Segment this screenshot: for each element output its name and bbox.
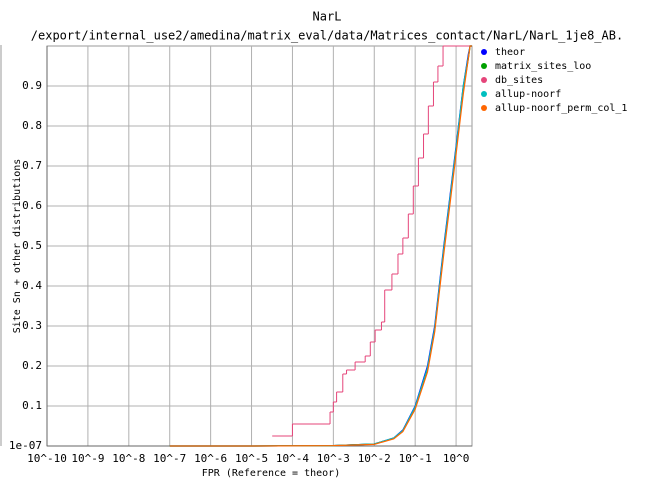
- y-tick-label: 0.1: [22, 399, 42, 412]
- x-tick-label: 10^-8: [112, 452, 145, 465]
- x-axis-label: FPR (Reference = theor): [202, 468, 340, 479]
- y-tick-label: 0.4: [22, 279, 42, 292]
- series-line: [169, 45, 472, 447]
- y-axis-label: Site Sn + other distributions: [12, 159, 23, 334]
- legend-marker: [481, 105, 487, 111]
- y-tick-label: 0.2: [22, 359, 42, 372]
- x-tick-label: 10^-9: [71, 452, 104, 465]
- x-tick-label: 10^-7: [153, 452, 186, 465]
- legend-label: theor: [495, 47, 525, 58]
- chart-subtitle: /export/internal_use2/amedina/matrix_eva…: [31, 29, 623, 43]
- y-tick-label: 0.3: [22, 319, 42, 332]
- legend-label: db_sites: [495, 75, 543, 86]
- legend-marker: [481, 77, 487, 83]
- x-tick-label: 10^-10: [27, 452, 67, 465]
- y-tick-label: 0.6: [22, 199, 42, 212]
- y-tick-label: 0.5: [22, 239, 42, 252]
- y-tick-label: 0.8: [22, 119, 42, 132]
- x-tick-label: 10^-6: [194, 452, 227, 465]
- legend-label: matrix_sites_loo: [495, 61, 591, 72]
- y-tick-label: 0.7: [22, 159, 42, 172]
- legend-marker: [481, 49, 487, 55]
- legend-marker: [481, 91, 487, 97]
- legend-marker: [481, 63, 487, 69]
- legend-label: allup-noorf: [495, 89, 561, 100]
- x-tick-label: 10^-2: [358, 452, 391, 465]
- legend-label: allup-noorf_perm_col_1: [495, 103, 627, 114]
- y-tick-label: 0.9: [22, 79, 42, 92]
- y-tick-label: 1e-07: [9, 439, 42, 452]
- chart-title: NarL: [313, 10, 342, 24]
- x-tick-label: 10^-4: [276, 452, 309, 465]
- x-tick-label: 10^0: [443, 452, 470, 465]
- x-tick-label: 10^-1: [399, 452, 432, 465]
- x-tick-label: 10^-3: [317, 452, 350, 465]
- x-tick-label: 10^-5: [235, 452, 268, 465]
